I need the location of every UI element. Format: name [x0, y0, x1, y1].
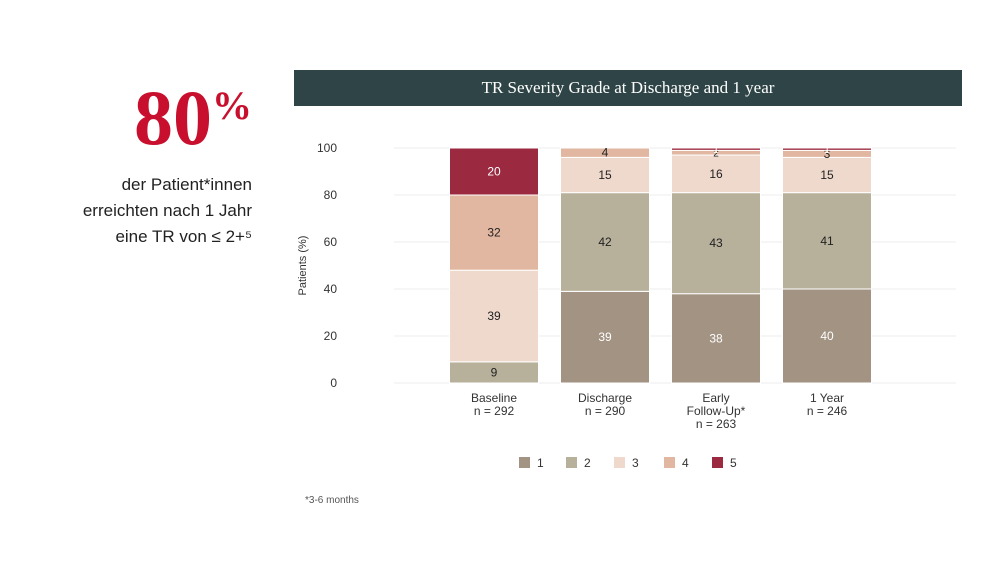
x-tick-label: n = 263 [696, 417, 737, 431]
bar-data-label: 40 [820, 329, 834, 343]
y-tick-label-60: 60 [324, 235, 338, 249]
bar-segment [560, 147, 650, 158]
bar-segment [671, 154, 761, 194]
x-tick-label: Follow-Up* [687, 404, 746, 418]
bar-data-label: 16 [709, 167, 723, 181]
y-tick-label-0: 0 [330, 376, 337, 390]
bar-segment [449, 147, 539, 196]
bar-segment [449, 269, 539, 363]
legend-swatch-3 [614, 457, 625, 468]
stat-percent-sign: % [212, 83, 252, 128]
legend-swatch-1 [519, 457, 530, 468]
bar-segment [782, 156, 872, 194]
bar-segment [560, 192, 650, 292]
footnote: *3-6 months [305, 495, 359, 506]
bar-data-label: 42 [598, 235, 612, 249]
y-tick-label-100: 100 [317, 141, 337, 155]
x-tick-label: Early [702, 391, 729, 405]
chart-title: TR Severity Grade at Discharge and 1 yea… [294, 70, 962, 106]
legend-swatch-5 [712, 457, 723, 468]
stat-line-3: eine TR von ≤ 2+⁵ [115, 227, 252, 246]
bar-segment [671, 147, 761, 151]
bar-segment [449, 194, 539, 271]
legend-label-1: 1 [537, 456, 544, 470]
legend-label-5: 5 [730, 456, 737, 470]
bar-segment [782, 192, 872, 290]
legend-swatch-4 [664, 457, 675, 468]
legend-label-3: 3 [632, 456, 639, 470]
legend-label-4: 4 [682, 456, 689, 470]
bar-data-label: 39 [487, 309, 501, 323]
bar-data-label: 1 [713, 145, 719, 156]
legend-label-2: 2 [584, 456, 591, 470]
bar-data-label: 20 [487, 165, 501, 179]
bar-data-label: 15 [598, 168, 612, 182]
y-axis-label: Patients (%) [297, 236, 309, 296]
bar-data-label: 43 [709, 236, 723, 250]
bar-data-label: 38 [709, 331, 723, 345]
bar-data-label: 9 [491, 365, 498, 379]
bar-segment [782, 147, 872, 151]
bar-data-label: 32 [487, 226, 501, 240]
stat-line-1: der Patient*innen [121, 175, 252, 194]
headline-stat: 80% der Patient*innen erreichten nach 1 … [40, 78, 252, 250]
bar-data-label: 3 [824, 147, 831, 161]
bar-segment [782, 288, 872, 384]
bar-data-label: 41 [820, 234, 834, 248]
y-tick-label-80: 80 [324, 188, 338, 202]
bar-data-label: 1 [824, 145, 830, 156]
bar-segment [560, 290, 650, 384]
bar-data-label: 15 [820, 168, 834, 182]
bar-segment [671, 293, 761, 384]
bar-data-label: 4 [602, 146, 609, 160]
bar-segment [560, 156, 650, 194]
stat-line-2: erreichten nach 1 Jahr [82, 201, 252, 220]
y-tick-label-40: 40 [324, 282, 338, 296]
x-tick-label: Baseline [471, 391, 517, 405]
stat-percentage: 80% [40, 78, 252, 158]
x-tick-label: 1 Year [810, 391, 844, 405]
bar-data-label: 39 [598, 330, 612, 344]
y-tick-label-20: 20 [324, 329, 338, 343]
x-tick-label: Discharge [578, 391, 632, 405]
x-tick-label: n = 292 [474, 404, 515, 418]
x-tick-label: n = 246 [807, 404, 848, 418]
x-tick-label: n = 290 [585, 404, 626, 418]
stat-description: der Patient*innen erreichten nach 1 Jahr… [40, 172, 252, 250]
bar-data-label: 2 [713, 149, 719, 160]
stat-number: 80 [134, 74, 212, 161]
legend-swatch-2 [566, 457, 577, 468]
